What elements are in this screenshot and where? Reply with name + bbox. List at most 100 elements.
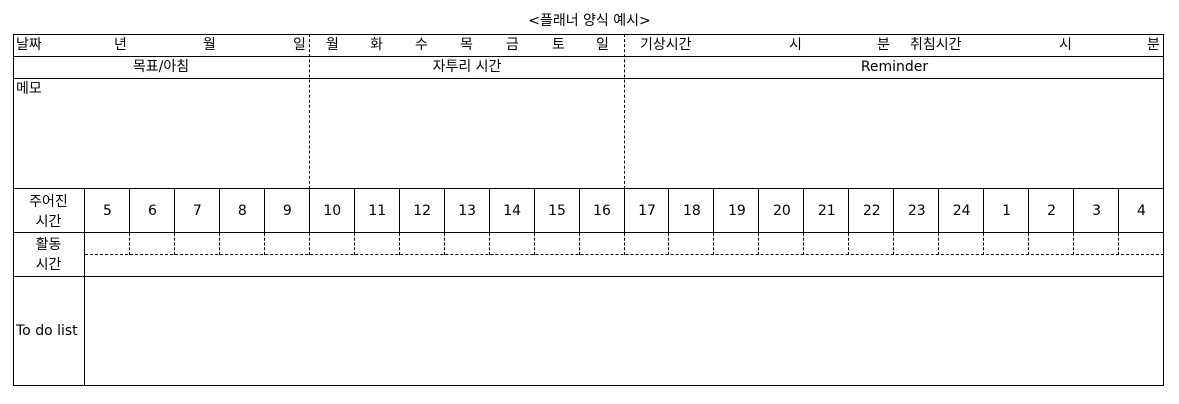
- activity-slot[interactable]: [849, 233, 894, 276]
- hour-cell: 17: [638, 203, 656, 219]
- row-divider: [13, 78, 1164, 79]
- activity-slot[interactable]: [400, 233, 445, 276]
- activity-slot[interactable]: [714, 233, 759, 276]
- hour-header-row: 5 6 7 8 9 10 11 12 13 14 15 16 17 18 19 20 21 22 23 24 1 2 3 4: [85, 189, 1164, 233]
- activity-column-divider: [489, 233, 490, 255]
- activity-column-divider: [983, 233, 984, 255]
- sleep-minute-label: 분: [1147, 37, 1160, 53]
- weekday-sun[interactable]: 일: [596, 37, 609, 53]
- activity-column-divider: [444, 233, 445, 255]
- hour-cell: 22: [862, 203, 881, 219]
- activity-slot[interactable]: [804, 233, 849, 276]
- hour-column-divider: [399, 188, 400, 233]
- activity-column-divider: [1118, 233, 1119, 255]
- hour-cell: 7: [192, 203, 202, 219]
- activity-slot[interactable]: [535, 233, 580, 276]
- activity-slot[interactable]: [175, 233, 220, 276]
- hour-cell: 18: [683, 203, 701, 219]
- activity-slot[interactable]: [939, 233, 984, 276]
- activity-slot[interactable]: [265, 233, 310, 276]
- activity-column-divider: [668, 233, 669, 255]
- day-label: 일: [293, 37, 306, 53]
- hour-cell: 13: [458, 203, 477, 219]
- goal-section-title: 목표/아침: [132, 59, 190, 75]
- weekday-tue[interactable]: 화: [370, 37, 383, 53]
- hour-cell: 1: [1002, 203, 1012, 219]
- activity-slot[interactable]: [625, 233, 670, 276]
- row-divider: [13, 188, 1164, 189]
- activity-column-divider: [1028, 233, 1029, 255]
- activity-slot[interactable]: [894, 233, 939, 276]
- todo-label: To do list: [16, 323, 78, 339]
- hour-cell: 20: [772, 203, 791, 219]
- activity-column-divider: [309, 233, 310, 255]
- hour-column-divider: [354, 188, 355, 233]
- hour-column-divider: [264, 188, 265, 233]
- activity-column-divider: [758, 233, 759, 255]
- hour-cell: 19: [727, 203, 746, 219]
- activity-column-divider: [938, 233, 939, 255]
- activity-slot[interactable]: [490, 233, 535, 276]
- weekday-wed[interactable]: 수: [415, 37, 428, 53]
- section-divider: [309, 34, 310, 189]
- weekday-fri[interactable]: 금: [506, 37, 519, 53]
- hour-cell: 16: [593, 203, 611, 219]
- activity-slot[interactable]: [445, 233, 490, 276]
- sleep-hour-label: 시: [1059, 37, 1072, 53]
- activity-slot[interactable]: [1029, 233, 1074, 276]
- hour-column-divider: [579, 188, 580, 233]
- activity-slot[interactable]: [355, 233, 400, 276]
- hour-cell: 3: [1092, 203, 1102, 219]
- hour-cell: 14: [503, 203, 522, 219]
- activity-column-divider: [534, 233, 535, 255]
- activity-column-divider: [399, 233, 400, 255]
- wake-time-label: 기상시간: [640, 37, 692, 53]
- hour-column-divider: [624, 188, 625, 233]
- weekday-thu[interactable]: 목: [460, 37, 473, 53]
- activity-column-divider: [624, 233, 625, 255]
- activity-column-divider: [129, 233, 130, 255]
- activity-column-divider: [579, 233, 580, 255]
- hour-column-divider: [129, 188, 130, 233]
- hour-cell: 2: [1047, 203, 1057, 219]
- activity-time-line1: 활동: [35, 237, 62, 253]
- activity-slot[interactable]: [580, 233, 625, 276]
- hour-cell: 5: [103, 203, 112, 219]
- activity-slot[interactable]: [1074, 233, 1119, 276]
- hour-cell: 4: [1137, 203, 1146, 219]
- reminder-section-title: Reminder: [860, 59, 929, 75]
- hour-column-divider: [1118, 188, 1119, 233]
- activity-column-divider: [354, 233, 355, 255]
- activity-column-divider: [713, 233, 714, 255]
- activity-slot[interactable]: [669, 233, 714, 276]
- activity-slot[interactable]: [310, 233, 355, 276]
- hour-column-divider: [983, 188, 984, 233]
- activity-slot[interactable]: [984, 233, 1029, 276]
- given-time-line1: 주어진: [29, 194, 68, 210]
- activity-column-divider: [848, 233, 849, 255]
- activity-slot[interactable]: [130, 233, 175, 276]
- todo-area[interactable]: [85, 277, 1164, 386]
- sleep-time-label: 취침시간: [910, 37, 962, 53]
- activity-column-divider: [174, 233, 175, 255]
- reflection-section-title: 자투리 시간: [432, 59, 502, 75]
- activity-time-line2: 시간: [35, 257, 62, 273]
- hour-column-divider: [893, 188, 894, 233]
- hour-cell: 23: [907, 203, 926, 219]
- row-divider: [13, 232, 1164, 233]
- activity-slot[interactable]: [85, 233, 130, 276]
- given-time-line2: 시간: [35, 214, 62, 230]
- weekday-mon[interactable]: 월: [326, 37, 339, 53]
- hour-cell: 8: [237, 203, 247, 219]
- activity-slot[interactable]: [759, 233, 804, 276]
- given-time-label: 주어진 시간: [13, 192, 84, 232]
- weekday-sat[interactable]: 토: [552, 37, 565, 53]
- activity-column-divider: [893, 233, 894, 255]
- section-divider: [624, 34, 625, 189]
- hour-column-divider: [803, 188, 804, 233]
- hour-cell: 6: [147, 203, 157, 219]
- hour-column-divider: [668, 188, 669, 233]
- activity-slot[interactable]: [1119, 233, 1164, 276]
- activity-slot[interactable]: [220, 233, 265, 276]
- hour-column-divider: [938, 188, 939, 233]
